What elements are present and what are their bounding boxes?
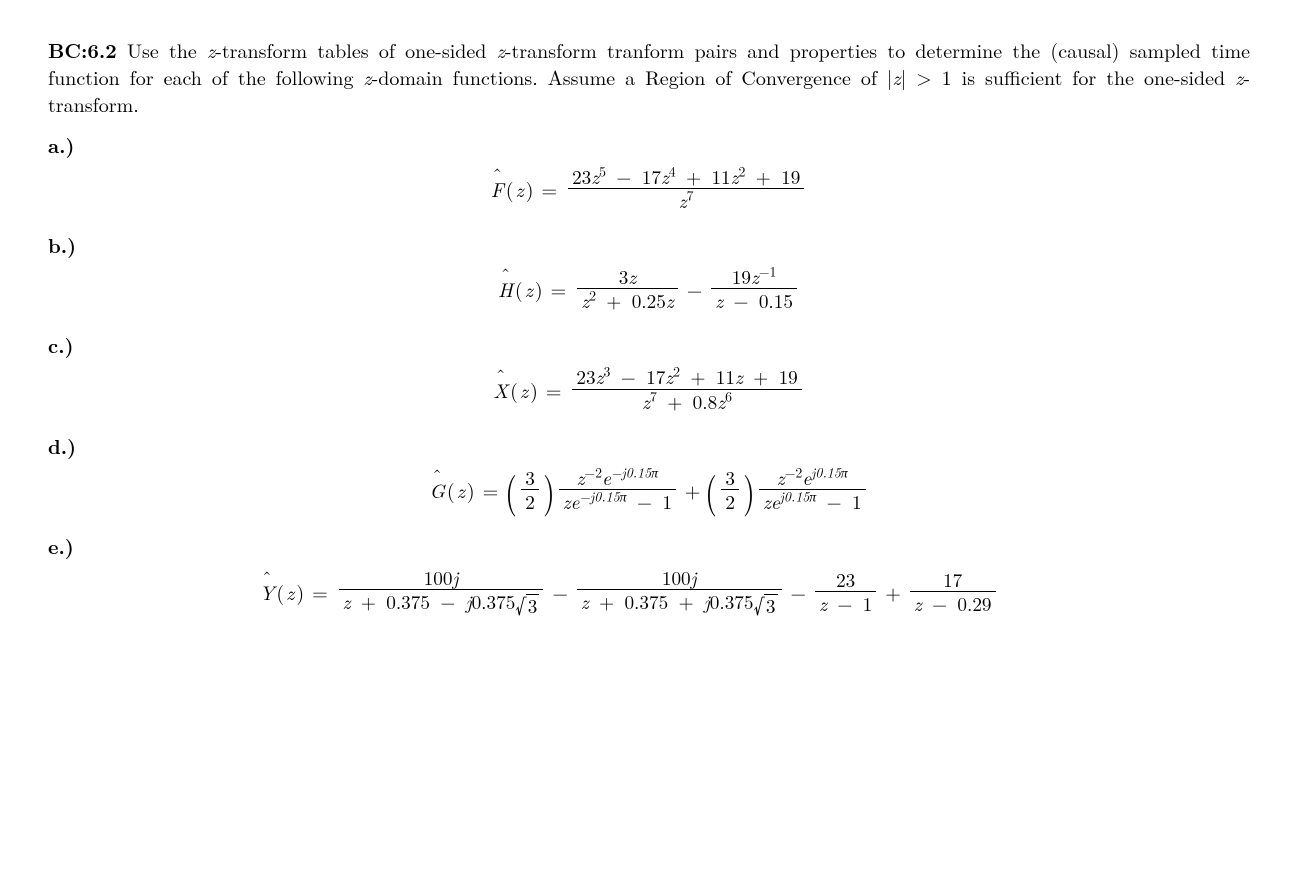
coef-frac-1: 3 2	[521, 467, 539, 512]
sqrt: √3	[515, 594, 539, 616]
arg: z	[516, 175, 524, 202]
text: Use the	[127, 35, 207, 64]
var: z	[497, 35, 505, 64]
equation-b: H(z) = 3z z2 + 0.25z − 19z−1 z − 0.15	[48, 266, 1250, 311]
fraction-2: 100j z + 0.375 + j0.375√3	[577, 567, 782, 616]
fraction: 23z3 − 17z2 + 11z + 19 z7 + 0.8z6	[572, 366, 801, 411]
sqrt: √3	[754, 594, 778, 616]
fraction-2: 19z−1 z − 0.15	[711, 266, 797, 311]
problem-id: BC:6.2	[48, 35, 117, 64]
problem-statement: BC:6.2 Use the z-transform tables of one…	[48, 36, 1250, 117]
var: z	[363, 62, 371, 91]
equals: =	[542, 175, 558, 202]
fraction-1: 3z z2 + 0.25z	[577, 266, 677, 311]
sub-item-c: c.) X(z) = 23z3 − 17z2 + 11z + 19 z7 + 0…	[48, 331, 1250, 411]
fn-hat: Y	[259, 578, 274, 605]
rparen: )	[526, 175, 534, 202]
fraction-1: 100j z + 0.375 − j0.375√3	[339, 567, 544, 616]
sub-label-b: b.)	[48, 231, 1250, 258]
fraction: 23z5 − 17z4 + 11z2 + 19 z7	[568, 166, 804, 211]
fn-hat: X	[493, 376, 508, 403]
text: -transform tables of one-sided	[215, 35, 496, 64]
var: z	[892, 62, 900, 91]
equation-d: G(z) = ( 3 2 ) z−2e−j0.15π ze−j0.15π − 1…	[48, 467, 1250, 512]
sub-item-a: a.) F(z) = 23z5 − 17z4 + 11z2 + 19 z7	[48, 131, 1250, 211]
text: -domain functions. Assume a Region of Co…	[372, 62, 893, 91]
sub-item-d: d.) G(z) = ( 3 2 ) z−2e−j0.15π ze−j0.15π…	[48, 432, 1250, 512]
sub-item-b: b.) H(z) = 3z z2 + 0.25z − 19z−1 z − 0.1…	[48, 231, 1250, 311]
fn-hat: G	[429, 476, 444, 503]
fn-hat: F	[491, 175, 504, 202]
fraction-4: 17 z − 0.29	[910, 569, 996, 614]
sub-label-d: d.)	[48, 432, 1250, 459]
fn-hat: H	[498, 275, 513, 302]
equation-c: X(z) = 23z3 − 17z2 + 11z + 19 z7 + 0.8z6	[48, 366, 1250, 411]
sub-item-e: e.) Y(z) = 100j z + 0.375 − j0.375√3 − 1…	[48, 532, 1250, 616]
coef-frac-2: 3 2	[721, 467, 739, 512]
text: | > 1 is sufficient for the one-sided	[901, 62, 1235, 91]
equation-e: Y(z) = 100j z + 0.375 − j0.375√3 − 100j …	[8, 567, 1250, 616]
sub-label-c: c.)	[48, 331, 1250, 358]
sub-label-e: e.)	[48, 532, 1250, 559]
fraction-1: z−2e−j0.15π ze−j0.15π − 1	[559, 467, 676, 512]
fraction-3: 23 z − 1	[815, 569, 876, 614]
lparen: (	[506, 175, 514, 202]
denominator: z7	[568, 189, 804, 211]
var: z	[207, 35, 215, 64]
equation-a: F(z) = 23z5 − 17z4 + 11z2 + 19 z7	[48, 166, 1250, 211]
fraction-2: z−2ej0.15π zej0.15π − 1	[759, 467, 866, 512]
sub-label-a: a.)	[48, 131, 1250, 158]
